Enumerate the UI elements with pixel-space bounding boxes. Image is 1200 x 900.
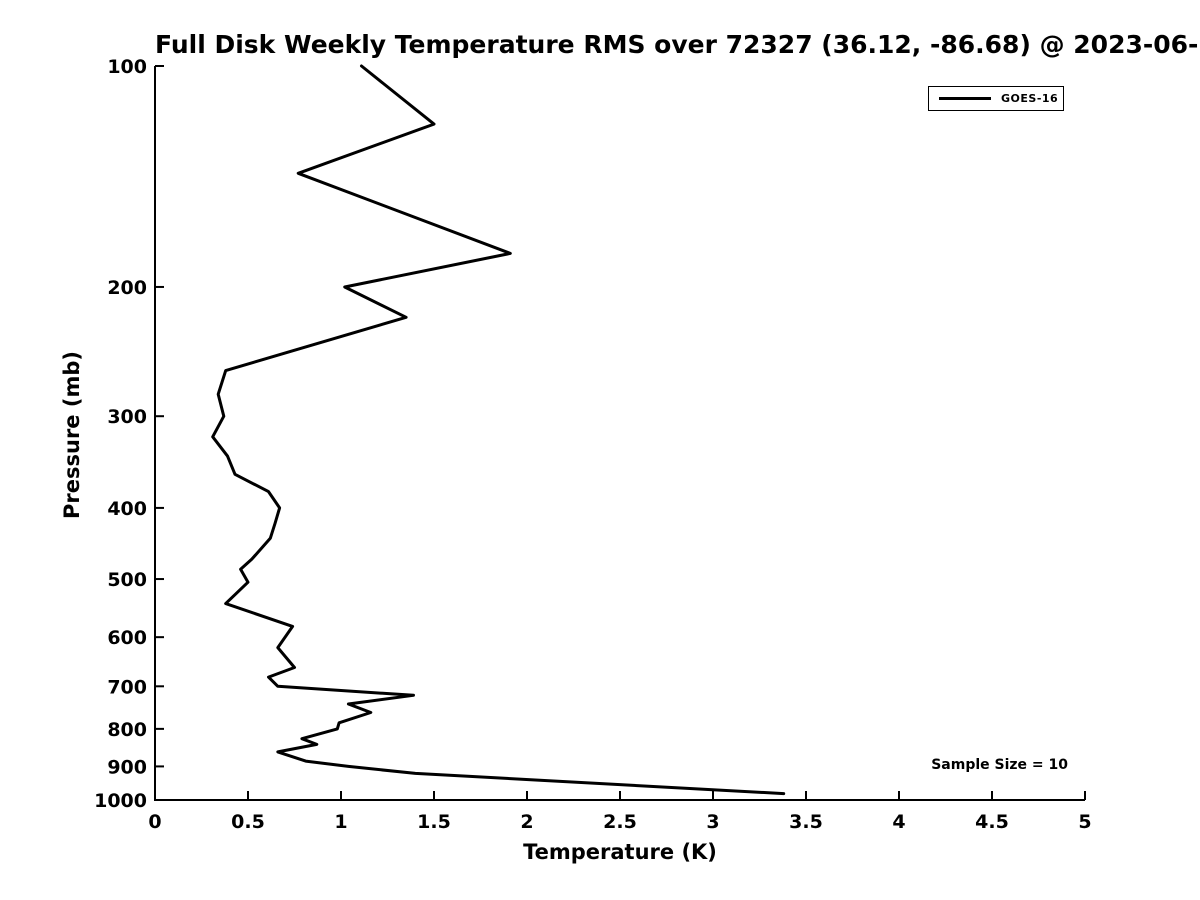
x-tick-label: 4 (892, 811, 905, 833)
y-tick-label: 600 (107, 627, 147, 649)
y-tick-label: 900 (107, 756, 147, 778)
legend-line-swatch (939, 97, 991, 100)
x-tick-label: 2 (520, 811, 533, 833)
x-tick-label: 1.5 (417, 811, 451, 833)
y-tick-label: 300 (107, 406, 147, 428)
x-tick-label: 0.5 (231, 811, 265, 833)
y-tick-label: 100 (107, 56, 147, 78)
legend: GOES-16 (928, 86, 1064, 111)
x-tick-label: 4.5 (975, 811, 1009, 833)
x-tick-label: 2.5 (603, 811, 637, 833)
y-tick-label: 400 (107, 498, 147, 520)
y-tick-label: 500 (107, 569, 147, 591)
x-tick-label: 3.5 (789, 811, 823, 833)
y-tick-label: 1000 (94, 790, 147, 812)
y-tick-label: 800 (107, 719, 147, 741)
chart-title: Full Disk Weekly Temperature RMS over 72… (155, 30, 1200, 59)
sample-size-annotation: Sample Size = 10 (931, 757, 1068, 773)
x-tick-label: 0 (148, 811, 161, 833)
legend-series-label: GOES-16 (1001, 92, 1059, 105)
x-tick-label: 5 (1078, 811, 1091, 833)
x-tick-label: 1 (334, 811, 347, 833)
x-tick-label: 3 (706, 811, 719, 833)
y-tick-label: 200 (107, 277, 147, 299)
x-axis-label: Temperature (K) (523, 840, 717, 864)
data-curve-goes-16 (211, 64, 786, 796)
y-tick-label: 700 (107, 676, 147, 698)
